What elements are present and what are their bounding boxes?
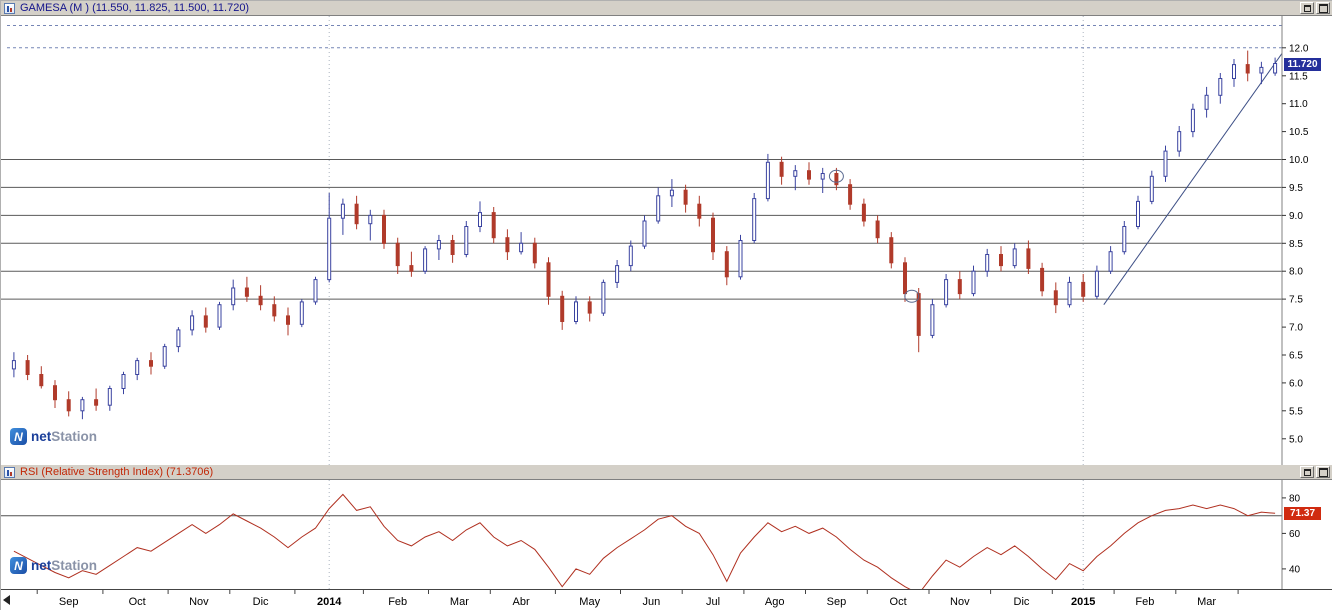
logo-net: net [31,558,52,573]
netstation-logo: N netStation [10,428,97,445]
svg-text:40: 40 [1289,564,1301,575]
svg-text:5.5: 5.5 [1289,406,1303,417]
netstation-logo: N netStation [10,557,97,574]
svg-text:11.5: 11.5 [1289,71,1308,82]
svg-text:Dic: Dic [253,596,269,608]
svg-text:Sep: Sep [59,596,79,608]
price-panel-restore-button[interactable] [1300,2,1314,14]
rsi-chart[interactable]: 80 60 40 [1,480,1332,589]
svg-text:6.0: 6.0 [1289,378,1303,389]
svg-text:8.5: 8.5 [1289,239,1303,250]
scroll-left-button[interactable] [3,595,10,605]
svg-text:9.5: 9.5 [1289,183,1303,194]
svg-text:Nov: Nov [950,596,970,608]
svg-text:Dic: Dic [1014,596,1030,608]
rsi-window-buttons [1300,466,1330,478]
time-axis-scale: Sep Oct Nov Dic 2014 Feb Mar Abr May Jun Jul Ago Sep… [1,589,1332,608]
svg-text:Abr: Abr [513,596,530,608]
netstation-logo-icon: N [10,428,27,445]
svg-text:12.0: 12.0 [1289,43,1309,54]
svg-text:Jun: Jun [643,596,661,608]
rsi-panel: RSI (Relative Strength Index) (71.3706) … [1,465,1332,589]
last-price-label: 11.720 [1284,57,1321,71]
svg-text:5.0: 5.0 [1289,434,1303,445]
logo-net: net [31,429,52,444]
price-panel: GAMESA (M ) (11.550, 11.825, 11.500, 11.… [1,1,1332,465]
price-chart[interactable]: 12.0 11.5 11.0 10.5 10.0 9.5 9.0 8.5 8.0 7.5 7.0 6.… [1,16,1332,465]
svg-text:60: 60 [1289,529,1301,540]
logo-station: Station [51,429,97,444]
svg-text:Ago: Ago [765,596,785,608]
netstation-logo-text: netStation [31,558,97,573]
svg-text:May: May [579,596,600,608]
rsi-panel-restore-button[interactable] [1300,466,1314,478]
svg-text:Jul: Jul [706,596,720,608]
svg-text:6.5: 6.5 [1289,351,1303,362]
svg-text:8.0: 8.0 [1289,267,1303,278]
netstation-logo-text: netStation [31,429,97,444]
svg-text:7.5: 7.5 [1289,295,1303,306]
svg-text:11.0: 11.0 [1289,99,1308,110]
rsi-panel-title: RSI (Relative Strength Index) (71.3706) [20,466,214,478]
rsi-value-label: 71.37 [1284,507,1321,521]
time-axis[interactable]: Sep Oct Nov Dic 2014 Feb Mar Abr May Jun Jul Ago Sep… [1,589,1332,611]
svg-text:80: 80 [1289,493,1301,504]
svg-text:2015: 2015 [1071,596,1095,608]
svg-text:10.0: 10.0 [1289,155,1309,166]
rsi-panel-titlebar[interactable]: RSI (Relative Strength Index) (71.3706) [1,465,1332,480]
netstation-logo-icon: N [10,557,27,574]
price-window-buttons [1300,2,1330,14]
svg-text:Nov: Nov [189,596,209,608]
svg-text:2014: 2014 [317,596,342,608]
svg-text:Sep: Sep [827,596,847,608]
svg-text:10.5: 10.5 [1289,127,1309,138]
svg-text:Feb: Feb [388,596,407,608]
maximize-icon [1318,467,1328,477]
chart-panel-icon [4,2,15,14]
price-panel-title: GAMESA (M ) (11.550, 11.825, 11.500, 11.… [20,2,250,14]
svg-text:Feb: Feb [1135,596,1154,608]
svg-text:Mar: Mar [450,596,469,608]
chart-panel-icon [4,466,15,478]
maximize-icon [1318,3,1328,13]
restore-icon [1303,468,1311,476]
svg-text:Oct: Oct [890,596,907,608]
rsi-panel-maximize-button[interactable] [1316,466,1330,478]
svg-text:Mar: Mar [1197,596,1216,608]
svg-text:Oct: Oct [129,596,146,608]
restore-icon [1303,4,1311,12]
logo-station: Station [51,558,97,573]
svg-text:9.0: 9.0 [1289,211,1303,222]
svg-text:7.0: 7.0 [1289,323,1303,334]
price-panel-maximize-button[interactable] [1316,2,1330,14]
price-panel-titlebar[interactable]: GAMESA (M ) (11.550, 11.825, 11.500, 11.… [1,1,1332,16]
